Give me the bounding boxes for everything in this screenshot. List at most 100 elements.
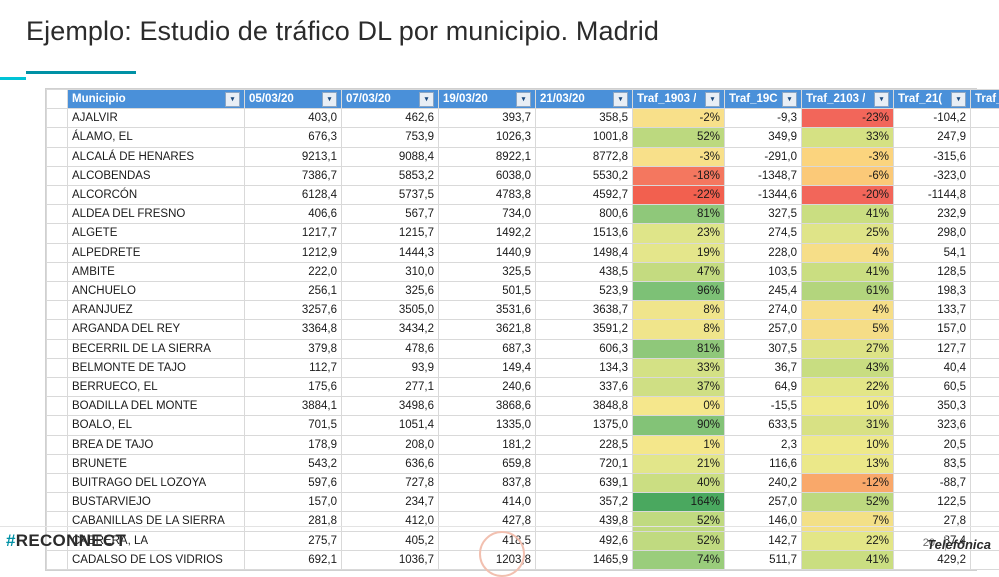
cell-traf-1903-delta[interactable]: 116,6 [725,454,802,473]
cell-21-03-20[interactable]: 1465,9 [536,550,633,569]
cell-05-03-20[interactable]: 543,2 [245,454,342,473]
cell-traf-1903-pct[interactable]: -2% [633,109,725,128]
cell-traf-1903-delta[interactable]: 633,5 [725,416,802,435]
cell-traf-2103-pct[interactable]: -3% [802,147,894,166]
cell-traf-2103-delta[interactable]: -104,2 [894,109,971,128]
cell-07-03-20[interactable]: 3434,2 [342,320,439,339]
row-header[interactable] [47,186,68,205]
cell-traf-1903-delta[interactable]: -291,0 [725,147,802,166]
cell-municipio[interactable]: ALCORCÓN [68,186,245,205]
row-header[interactable] [47,512,68,531]
cell-traf-2103-delta[interactable]: -315,6 [894,147,971,166]
cell-07-03-20[interactable]: 1215,7 [342,224,439,243]
cell-traf-2103-delta[interactable]: -88,7 [894,474,971,493]
cell-traf-1903-pct[interactable]: 164% [633,493,725,512]
cell-municipio[interactable]: ALPEDRETE [68,243,245,262]
cell-traf-1903-delta[interactable]: 257,0 [725,320,802,339]
row-header[interactable] [47,147,68,166]
row-header[interactable] [47,166,68,185]
cell-municipio[interactable]: ALDEA DEL FRESNO [68,205,245,224]
cell-traf-1903-pct[interactable]: 52% [633,512,725,531]
row-header[interactable] [47,262,68,281]
cell-19-03-20[interactable]: 4783,8 [439,186,536,205]
cell-traf-2103-delta[interactable]: 429,2 [894,550,971,569]
cell-05-03-20[interactable]: 6128,4 [245,186,342,205]
cell-traf-0703[interactable] [971,128,999,147]
row-header[interactable] [47,397,68,416]
filter-dropdown-icon[interactable]: ▾ [322,92,337,107]
cell-19-03-20[interactable]: 501,5 [439,282,536,301]
cell-traf-2103-delta[interactable]: 323,6 [894,416,971,435]
cell-21-03-20[interactable]: 1001,8 [536,128,633,147]
cell-19-03-20[interactable]: 837,8 [439,474,536,493]
cell-traf-2103-delta[interactable]: 127,7 [894,339,971,358]
cell-municipio[interactable]: BOALO, EL [68,416,245,435]
cell-traf-2103-pct[interactable]: 13% [802,454,894,473]
cell-traf-1903-pct[interactable]: 90% [633,416,725,435]
cell-19-03-20[interactable]: 325,5 [439,262,536,281]
row-header[interactable] [47,109,68,128]
cell-traf-1903-delta[interactable]: 2,3 [725,435,802,454]
column-header-21-03-20[interactable]: 21/03/20 ▾ [536,90,633,109]
cell-traf-1903-delta[interactable]: 240,2 [725,474,802,493]
row-header[interactable] [47,454,68,473]
cell-traf-0703[interactable] [971,512,999,531]
cell-21-03-20[interactable]: 1375,0 [536,416,633,435]
row-header[interactable] [47,282,68,301]
cell-19-03-20[interactable]: 3868,6 [439,397,536,416]
cell-traf-0703[interactable] [971,320,999,339]
row-header-corner[interactable] [47,90,68,109]
cell-municipio[interactable]: ALCOBENDAS [68,166,245,185]
cell-07-03-20[interactable]: 412,0 [342,512,439,531]
cell-traf-1903-delta[interactable]: 257,0 [725,493,802,512]
cell-21-03-20[interactable]: 1498,4 [536,243,633,262]
cell-traf-2103-pct[interactable]: -6% [802,166,894,185]
cell-traf-1903-pct[interactable]: -18% [633,166,725,185]
cell-21-03-20[interactable]: 606,3 [536,339,633,358]
cell-traf-1903-pct[interactable]: 96% [633,282,725,301]
cell-traf-1903-pct[interactable]: 37% [633,378,725,397]
cell-07-03-20[interactable]: 277,1 [342,378,439,397]
cell-traf-1903-pct[interactable]: 0% [633,397,725,416]
cell-21-03-20[interactable]: 357,2 [536,493,633,512]
cell-traf-1903-delta[interactable]: 64,9 [725,378,802,397]
cell-traf-2103-delta[interactable]: 83,5 [894,454,971,473]
cell-traf-1903-delta[interactable]: 307,5 [725,339,802,358]
cell-21-03-20[interactable]: 1513,6 [536,224,633,243]
cell-traf-0703[interactable] [971,224,999,243]
cell-05-03-20[interactable]: 157,0 [245,493,342,512]
cell-traf-1903-delta[interactable]: 511,7 [725,550,802,569]
cell-07-03-20[interactable]: 3505,0 [342,301,439,320]
cell-traf-0703[interactable] [971,474,999,493]
cell-07-03-20[interactable]: 93,9 [342,358,439,377]
cell-19-03-20[interactable]: 3621,8 [439,320,536,339]
row-header[interactable] [47,243,68,262]
cell-traf-0703[interactable] [971,243,999,262]
cell-05-03-20[interactable]: 3364,8 [245,320,342,339]
cell-traf-2103-delta[interactable]: 298,0 [894,224,971,243]
cell-traf-1903-delta[interactable]: 349,9 [725,128,802,147]
column-header-municipio[interactable]: Municipio ▾ [68,90,245,109]
cell-07-03-20[interactable]: 3498,6 [342,397,439,416]
cell-traf-0703[interactable] [971,186,999,205]
cell-traf-1903-delta[interactable]: 142,7 [725,531,802,550]
cell-05-03-20[interactable]: 178,9 [245,435,342,454]
cell-traf-2103-delta[interactable]: 122,5 [894,493,971,512]
cell-07-03-20[interactable]: 325,6 [342,282,439,301]
filter-dropdown-icon[interactable]: ▾ [613,92,628,107]
cell-traf-2103-pct[interactable]: 33% [802,128,894,147]
cell-05-03-20[interactable]: 1212,9 [245,243,342,262]
filter-dropdown-icon[interactable]: ▾ [705,92,720,107]
cell-traf-2103-delta[interactable]: 350,3 [894,397,971,416]
cell-05-03-20[interactable]: 379,8 [245,339,342,358]
cell-municipio[interactable]: BRUNETE [68,454,245,473]
cell-traf-1903-pct[interactable]: 74% [633,550,725,569]
